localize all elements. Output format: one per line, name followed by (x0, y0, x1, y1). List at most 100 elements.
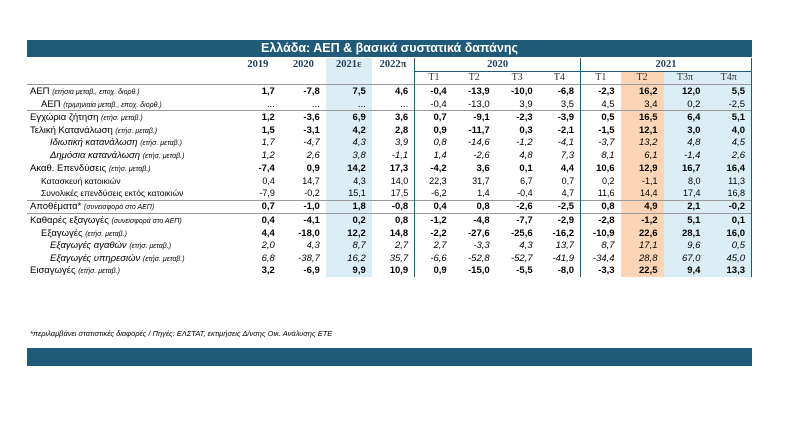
cell-value: 35,7 (389, 252, 409, 264)
cell-value: 1,4 (414, 149, 453, 162)
cell-value: -2,3 (580, 84, 621, 98)
cell-value: 2,0 (261, 240, 275, 252)
table-row: ΑΕΠ (τριμηνιαία μεταβ., εποχ. διορθ.)...… (27, 97, 753, 111)
cell-value: -6,6 (414, 251, 453, 265)
cell-value: -3,1 (303, 124, 320, 136)
cell-value: 1,4 (477, 188, 490, 199)
cell-value: -18,0 (298, 227, 320, 239)
table-row: Συνολικές επενδύσεις εκτός κατοικιών -7,… (27, 186, 753, 201)
cell-value: -0,8 (371, 199, 415, 214)
cell-value: 31,7 (472, 175, 490, 186)
cell-value: 6,8 (261, 252, 275, 264)
cell-value: 6,7 (520, 175, 533, 186)
cell-value: -14,6 (468, 137, 490, 149)
cell-value: 0,5 (706, 239, 753, 252)
cell-value: -0,2 (304, 188, 320, 199)
row-label: Εξαγωγές (ετήσ. μεταβ.) (27, 227, 235, 240)
cell-value: ... (311, 98, 320, 110)
cell-value: 17,1 (620, 239, 664, 252)
group-2021: 2021 (580, 58, 752, 72)
cell-value: 4,6 (371, 84, 415, 98)
cell-value: 4,7 (561, 188, 575, 199)
cell-value: 4,5 (580, 97, 621, 111)
cell-value: 3,0 (663, 123, 707, 137)
row-label: Ακαθ. Επενδύσεις (ετήσ. μεταβ.) (27, 162, 235, 175)
table-row: ΑΕΠ (ετήσια μεταβ., εποχ. διορθ.) 1,7 -7,8… (27, 84, 753, 98)
quarter: T1 (414, 71, 453, 85)
cell-value: 13,7 (555, 240, 575, 252)
cell-value: 5,1 (663, 213, 707, 227)
quarter: T4 (553, 72, 565, 84)
row-label: Εξαγωγές υπηρεσιών (ετήσ. μεταβ.) (27, 252, 235, 265)
cell-value: 12,2 (325, 226, 372, 240)
cell-value: 12,9 (620, 161, 664, 175)
cell-value: 11,3 (706, 174, 753, 187)
cell-value: -4,1 (557, 137, 575, 149)
row-unit: (ετήσ. μεταβ.) (142, 255, 185, 263)
quarter-row: T1 T2 T3 T4 T1 T2 T3π T4π (27, 71, 753, 85)
cell-value: -2,9 (538, 213, 581, 227)
cell-value: 16,0 (706, 226, 753, 240)
cell-value: -25,6 (510, 227, 533, 239)
cell-value: 0,7 (561, 175, 575, 186)
group-2020: 2020 (414, 58, 581, 72)
cell-value: -1,2 (414, 213, 453, 227)
cell-value: -1,1 (391, 149, 409, 161)
cell-value: 3,5 (560, 98, 575, 110)
cell-value: 22,5 (620, 264, 664, 278)
row-unit: (ετήσ. μεταβ.) (115, 127, 158, 135)
cell-value: -16,2 (552, 227, 575, 239)
quarter: T3 (511, 72, 523, 84)
cell-value: 7,5 (325, 84, 372, 98)
cell-value: 12,1 (620, 123, 664, 137)
cell-value: 1,2 (261, 149, 275, 161)
cell-value: -7,7 (495, 213, 539, 227)
row-label: Καθαρές εξαγωγές (συνεισφορά στο ΑΕΠ) (27, 213, 235, 227)
cell-value: 4,3 (306, 240, 320, 252)
cell-value: -10,9 (580, 226, 621, 240)
quarter: T2 (620, 71, 664, 85)
cell-value: 6,9 (325, 110, 372, 124)
cell-value: 2,7 (395, 240, 409, 252)
cell-value: -2,3 (495, 110, 539, 124)
cell-value: 2,8 (395, 124, 409, 136)
cell-value: 3,6 (371, 110, 415, 124)
cell-value: -0,4 (414, 84, 453, 98)
cell-value: -3,6 (280, 110, 326, 124)
cell-value: 2,6 (306, 149, 320, 161)
row-unit: (ετήσ. μεταβ.) (140, 140, 182, 148)
cell-value: 1,2 (234, 110, 281, 124)
cell-value: 28,1 (663, 226, 707, 240)
table-row: Εισαγωγές (ετήσ. μεταβ.) 3,2 -6,9 9,9 10,9 0,… (27, 264, 753, 278)
row-label: Εγχώρια ζήτηση (ετήσ. μεταβ.) (27, 110, 235, 124)
cell-value: 17,5 (390, 188, 409, 199)
cell-value: -6,9 (303, 265, 320, 277)
cell-value: 8,7 (580, 239, 621, 252)
cell-value: ... (266, 98, 275, 110)
cell-value: -11,7 (468, 124, 490, 136)
row-label: Συνολικές επενδύσεις εκτός κατοικιών (27, 187, 235, 200)
row-label: Δημόσια κατανάλωση (ετήσ. μεταβ.) (27, 149, 235, 162)
cell-value: 4,9 (620, 199, 664, 214)
cell-value: 7,3 (560, 149, 575, 161)
row-unit: (ετήσ. μεταβ.) (108, 165, 151, 173)
table-row: Εγχώρια ζήτηση (ετήσ. μεταβ.) 1,2 -3,6 6,9 3… (27, 110, 753, 124)
cell-value: 0,8 (414, 136, 453, 150)
cell-value: 8,7 (325, 239, 372, 252)
row-label: ΑΕΠ (ετήσια μεταβ., εποχ. διορθ.) (27, 84, 235, 98)
cell-value: -4,2 (414, 161, 453, 175)
cell-value: -2,6 (495, 199, 539, 214)
cell-value: 0,4 (234, 213, 281, 227)
row-label: Ιδιωτική κατανάλωση (ετήσ. μεταβ.) (27, 137, 235, 150)
cell-value: 13,3 (706, 264, 753, 278)
row-label-text: Δημόσια κατανάλωση (50, 149, 141, 161)
row-label-text: Κατασκευή κατοικιών (41, 175, 121, 186)
cell-value: 2,1 (663, 199, 707, 214)
year-2021: 2021ε (325, 58, 372, 72)
cell-value: 13,2 (620, 136, 664, 150)
cell-value: -3,3 (580, 264, 621, 278)
cell-value: -27,6 (468, 227, 490, 239)
cell-value: 0,5 (580, 110, 621, 124)
row-label-text: Τελική Κατανάλωση (30, 124, 113, 136)
cell-value: 4,5 (706, 136, 753, 150)
